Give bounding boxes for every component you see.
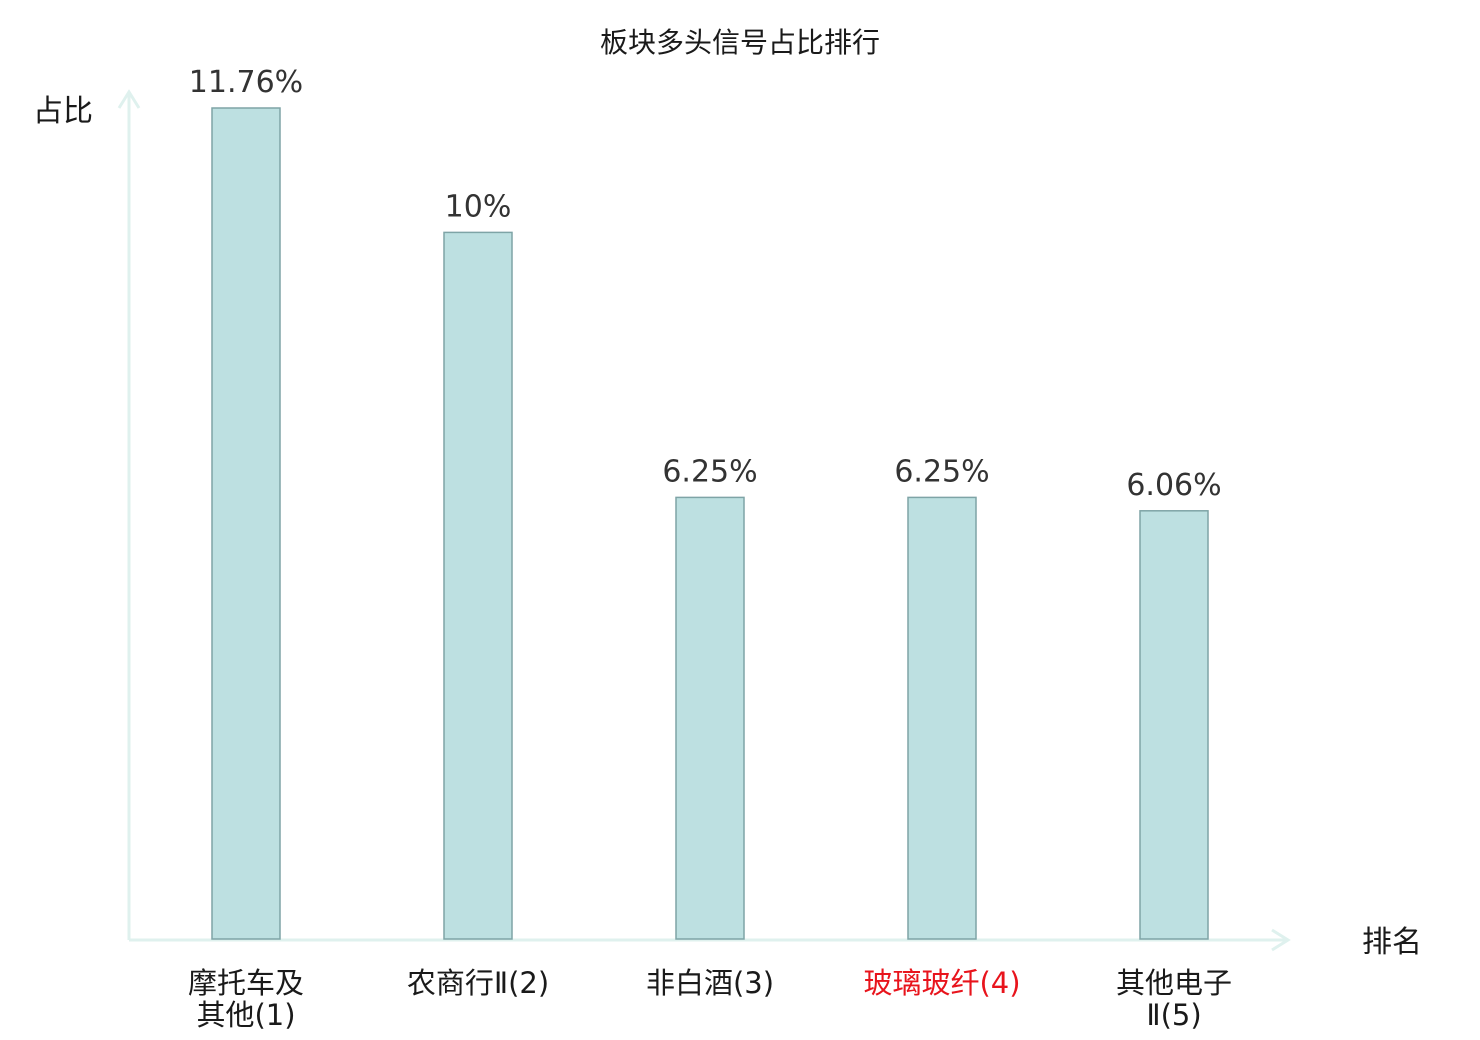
- category-label-line: 其他电子: [1116, 966, 1232, 1000]
- category-label-line: 摩托车及: [188, 966, 304, 1000]
- chart-title: 板块多头信号占比排行: [600, 26, 880, 59]
- category-label-3: 非白酒(3): [646, 966, 774, 1000]
- x-axis: [129, 928, 1291, 952]
- category-label-line: 非白酒(3): [646, 966, 774, 1000]
- value-label-2: 10%: [445, 189, 512, 224]
- category-label-1: 摩托车及其他(1): [188, 966, 304, 1032]
- bar-5: [1139, 510, 1209, 940]
- bar-4: [907, 496, 977, 940]
- value-label-3: 6.25%: [662, 454, 757, 489]
- category-label-line: Ⅱ(5): [1146, 998, 1201, 1032]
- category-labels-group: 摩托车及其他(1) 农商行Ⅱ(2) 非白酒(3) 玻璃玻纤(4) 其他电子 Ⅱ(5): [188, 966, 1232, 1032]
- bar-2: [443, 231, 513, 940]
- bars-group: [211, 107, 1209, 940]
- x-axis-label: 排名: [1362, 925, 1422, 960]
- category-label-4: 玻璃玻纤(4): [863, 966, 1020, 1000]
- category-label-line: 其他(1): [196, 998, 295, 1032]
- value-labels-group: 11.76% 10% 6.25% 6.25% 6.06%: [189, 65, 1222, 503]
- bar-1: [211, 107, 281, 940]
- value-label-1: 11.76%: [189, 65, 303, 100]
- category-label-5: 其他电子 Ⅱ(5): [1116, 966, 1232, 1032]
- category-label-line: 农商行Ⅱ(2): [407, 966, 549, 1000]
- bar-3: [675, 496, 745, 940]
- y-axis-label: 占比: [33, 94, 93, 129]
- value-label-5: 6.06%: [1126, 468, 1221, 503]
- value-label-4: 6.25%: [894, 454, 989, 489]
- y-axis: [117, 89, 141, 940]
- category-label-2: 农商行Ⅱ(2): [407, 966, 549, 1000]
- category-label-line: 玻璃玻纤(4): [863, 966, 1020, 1000]
